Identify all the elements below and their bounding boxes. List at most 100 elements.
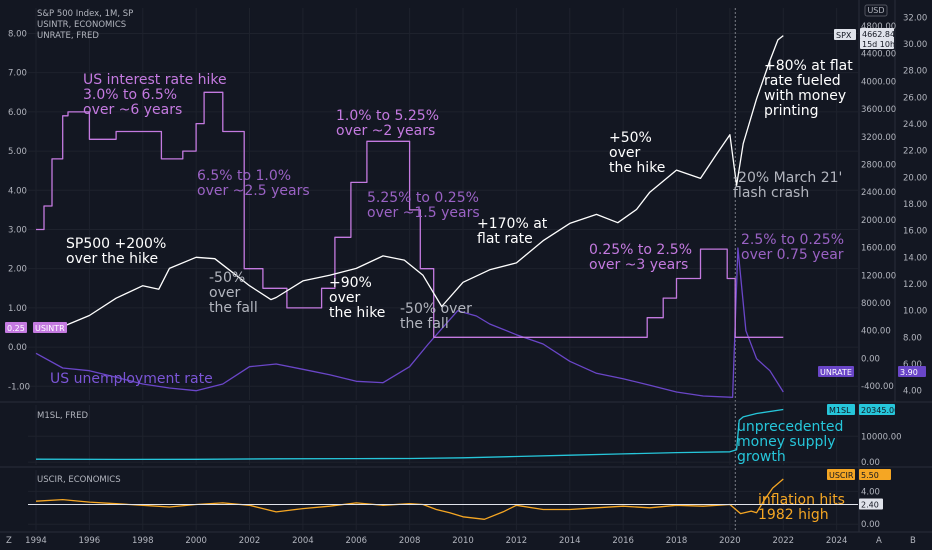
- ann-rate-hike-1994: US interest rate hike 3.0% to 6.5% over ~6…: [83, 72, 227, 118]
- svg-text:2.40: 2.40: [861, 501, 879, 510]
- x-axis-tick-label: 1994: [25, 536, 47, 546]
- ann-flash-crash: -20% March 21' flash crash: [733, 170, 842, 201]
- right-axis-tick-label: 28.00: [903, 67, 927, 77]
- m1sl-value-tag: 20345.00: [859, 404, 899, 415]
- legend-header-line[interactable]: S&P 500 Index, 1M, SP: [37, 9, 133, 19]
- scale-button[interactable]: B: [910, 536, 916, 546]
- annotations-layer: US interest rate hike 3.0% to 6.5% over ~6…: [50, 58, 853, 523]
- x-axis-tick-label: 2024: [826, 536, 848, 546]
- right-axis-tick-label: 26.00: [903, 93, 927, 103]
- spx-value-tag: 4662.84: [860, 28, 895, 39]
- legend-header-line[interactable]: UNRATE, FRED: [37, 31, 99, 41]
- mid-axis-tick-label: 800.00: [861, 299, 891, 309]
- legend-header-line[interactable]: USINTR, ECONOMICS: [37, 20, 126, 30]
- x-axis-tick-label: 2018: [666, 536, 688, 546]
- mid-axis-tick-label: 400.00: [861, 327, 891, 337]
- left-axis-tick-label: -1.00: [8, 382, 30, 392]
- right-axis-tick-label: 20.00: [903, 173, 927, 183]
- spx-countdown-tag: 15d 10h: [860, 38, 895, 49]
- right-axis-tick-label: 14.00: [903, 253, 927, 263]
- right-axis-tick-label: 24.00: [903, 120, 927, 130]
- x-axis-tick-label: 2010: [452, 536, 474, 546]
- m1-axis-tick-label: 0.00: [861, 458, 880, 468]
- right-axis-tick-label: 8.00: [903, 333, 922, 343]
- svg-text:4662.84: 4662.84: [862, 30, 895, 39]
- ann-unemployment: US unemployment rate: [50, 371, 213, 387]
- ann-rate-cut-2007: 5.25% to 0.25% over ~1.5 years: [367, 190, 480, 221]
- mid-axis-tick-label: 4800.00: [861, 22, 896, 32]
- x-axis-tick-label: 2020: [719, 536, 741, 546]
- x-axis-tick-label: 2008: [399, 536, 421, 546]
- timezone-icon[interactable]: Z: [6, 536, 12, 546]
- axes-layer: -1.00 0.00 1.00 2.00 3.00 4.00 5.00 6.00 7.00 8.0…: [8, 13, 927, 546]
- svg-text:USCIR: USCIR: [829, 471, 854, 480]
- left-axis-tick-label: 1.00: [8, 304, 27, 314]
- right-axis-tick-label: 16.00: [903, 227, 927, 237]
- mid-axis-tick-label: 4400.00: [861, 50, 896, 60]
- mid-axis-tick-label: 1600.00: [861, 244, 896, 254]
- m1-pane-title[interactable]: M1SL, FRED: [37, 411, 88, 421]
- x-axis-tick-label: 2014: [559, 536, 581, 546]
- scale-button[interactable]: A: [876, 536, 882, 546]
- left-axis-tick-label: 3.00: [8, 225, 27, 235]
- usintr-name-tag: USINTR: [33, 322, 67, 333]
- pane-separators: [0, 0, 932, 533]
- cpi-axis-tick-label: 4.00: [861, 487, 880, 497]
- left-axis-tick-label: 7.00: [8, 69, 27, 79]
- x-axis-tick-label: 1996: [79, 536, 101, 546]
- spx-name-tag: SPX: [834, 29, 856, 40]
- ann-rate-hike-2004: 1.0% to 5.25% over ~2 years: [336, 108, 439, 139]
- right-axis-tick-label: 18.00: [903, 200, 927, 210]
- m1-axis-tick-label: 10000.00: [861, 432, 902, 442]
- svg-text:5.50: 5.50: [861, 471, 879, 480]
- uscir-name-tag: USCIR: [827, 469, 855, 480]
- svg-text:UNRATE: UNRATE: [820, 368, 852, 377]
- x-axis-tick-label: 2006: [345, 536, 367, 546]
- left-axis-tick-label: 4.00: [8, 186, 27, 196]
- cpi-pane-title[interactable]: USCIR, ECONOMICS: [37, 475, 121, 485]
- svg-text:0.25: 0.25: [7, 324, 25, 333]
- x-axis-tick-label: 2012: [506, 536, 528, 546]
- x-axis-tick-label: 2000: [185, 536, 207, 546]
- ann-rate-hike-2016: 0.25% to 2.5% over ~3 years: [589, 242, 692, 273]
- mid-axis-tick-label: 2800.00: [861, 161, 896, 171]
- right-axis-tick-label: 32.00: [903, 13, 927, 23]
- ann-spx-flat-rate: +170% at flat rate: [477, 216, 548, 247]
- currency-label[interactable]: USD: [864, 4, 888, 17]
- mid-axis-tick-label: 1200.00: [861, 271, 896, 281]
- ann-money-printing: +80% at flat rate fueled with money printin…: [764, 58, 853, 119]
- svg-text:SPX: SPX: [836, 31, 852, 40]
- series-unrate-line: [35, 247, 784, 398]
- ann-spx-fall-2001: -50% over the fall: [209, 270, 258, 316]
- cpi-axis-tick-label: 0.00: [861, 520, 880, 530]
- mid-axis-tick-label: 4000.00: [861, 77, 896, 87]
- svg-text:M1SL: M1SL: [829, 406, 851, 415]
- right-axis-tick-label: 30.00: [903, 40, 927, 50]
- right-axis-tick-label: 12.00: [903, 280, 927, 290]
- x-axis-tick-label: 2022: [772, 536, 794, 546]
- x-axis-tick-label: 2002: [239, 536, 261, 546]
- series-spx-line: [35, 35, 784, 328]
- uscir-ref-tag: 2.40: [859, 498, 883, 510]
- x-axis-tick-label: 1998: [132, 536, 154, 546]
- ann-spx-hike-2004: +90% over the hike: [329, 275, 385, 321]
- ann-spx-hike-2016: +50% over the hike: [609, 130, 665, 176]
- svg-text:USD: USD: [867, 6, 884, 15]
- svg-text:15d 10h: 15d 10h: [862, 40, 895, 49]
- x-axis-tick-label: 2016: [612, 536, 634, 546]
- mid-axis-tick-label: 3600.00: [861, 105, 896, 115]
- right-axis-tick-label: 10.00: [903, 307, 927, 317]
- mid-axis-tick-label: 2400.00: [861, 188, 896, 198]
- left-axis-tick-label: 0.00: [8, 343, 27, 353]
- right-axis-tick-label: 6.00: [903, 360, 922, 370]
- ann-spx-hike-1994: SP500 +200% over the hike: [66, 236, 166, 267]
- ann-money-supply: unprecedented money supply growth: [737, 419, 843, 465]
- mid-axis-tick-label: 3200.00: [861, 133, 896, 143]
- usintr-value-tag: 0.25: [5, 322, 27, 333]
- mid-axis-tick-label: -400.00: [861, 382, 894, 392]
- mid-axis-tick-label: 0.00: [861, 354, 880, 364]
- ann-inflation: inflation hits 1982 high: [758, 492, 845, 523]
